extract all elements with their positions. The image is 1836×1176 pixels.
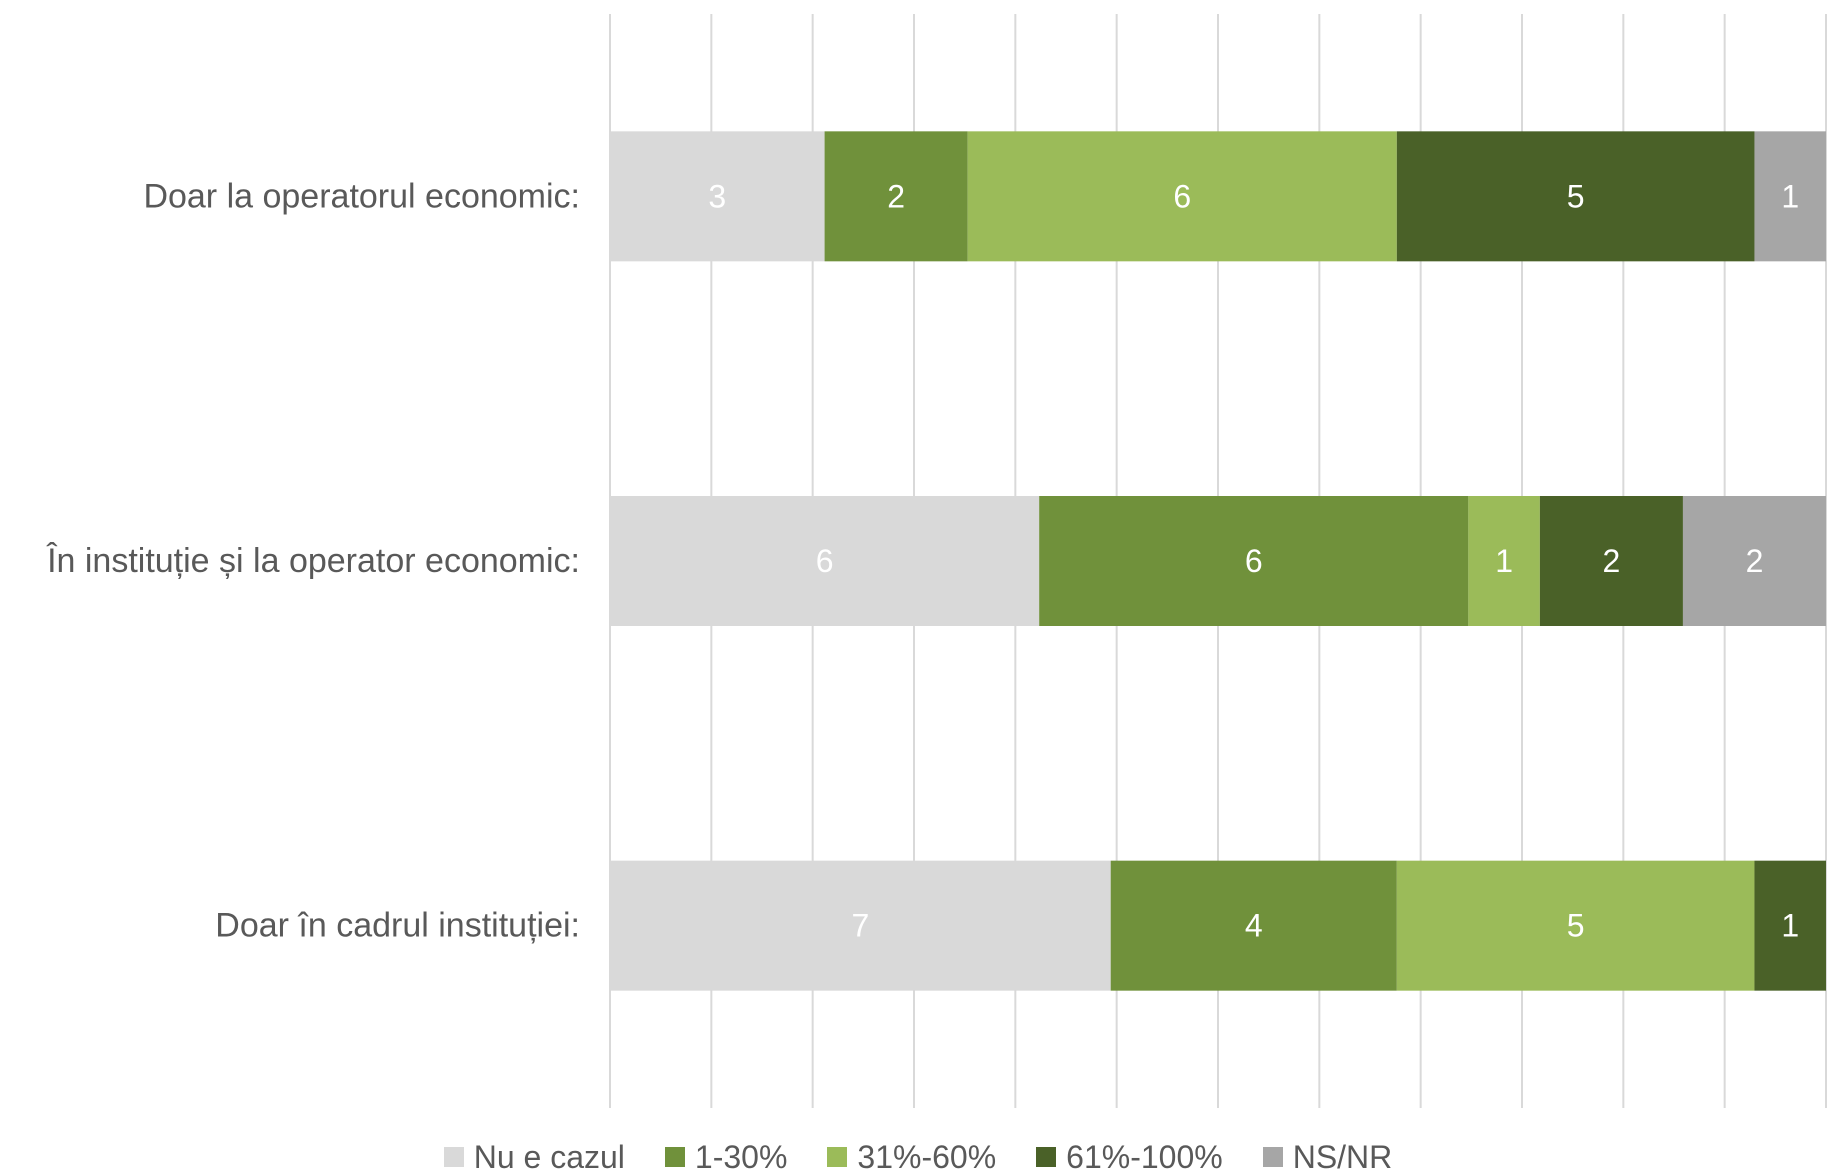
- bar-segment: [1039, 496, 1469, 626]
- legend-label: 1-30%: [694, 1138, 788, 1175]
- data-label: 2: [887, 178, 905, 214]
- data-label: 6: [1245, 543, 1263, 579]
- legend-item: Nu e cazul: [443, 1138, 625, 1176]
- data-label: 3: [708, 178, 726, 214]
- legend-swatch: [1036, 1147, 1057, 1167]
- bar-segment: [1110, 860, 1397, 991]
- data-label: 2: [1746, 543, 1764, 579]
- legend-label: 61%-100%: [1066, 1138, 1223, 1175]
- legend-swatch: [664, 1147, 685, 1167]
- data-label: 5: [1567, 908, 1585, 944]
- data-label: 6: [816, 543, 834, 579]
- legend-swatch: [443, 1147, 464, 1167]
- legend-swatch: [1262, 1147, 1283, 1167]
- category-label: Doar la operatorul economic:: [143, 177, 580, 215]
- data-label: 7: [851, 908, 869, 944]
- legend-item: 1-30%: [664, 1138, 788, 1176]
- data-label: 0: [1829, 908, 1836, 944]
- stacked-bar-chart: 326516612274510 Doar la operatorul econo…: [46, 14, 1836, 1108]
- data-label: 4: [1245, 908, 1263, 944]
- category-label: În instituție și la operator economic:: [46, 542, 580, 580]
- legend-label: Nu e cazul: [473, 1138, 625, 1175]
- legend-item: 31%-60%: [827, 1139, 996, 1176]
- data-labels: 326516612274510: [708, 178, 1836, 943]
- legend: Nu e cazul 1-30% 31%-60% 61%-100% NS/NR: [0, 1138, 1836, 1176]
- bar-segment: [1754, 131, 1826, 262]
- bar-segment: [1468, 496, 1540, 626]
- bar-segment: [610, 860, 1111, 991]
- category-labels: Doar la operatorul economic: În instituți…: [46, 177, 580, 944]
- legend-item: 61%-100%: [1036, 1139, 1223, 1176]
- bar-segment: [967, 131, 1397, 262]
- legend-label: NS/NR: [1292, 1138, 1393, 1175]
- data-label: 1: [1781, 178, 1799, 214]
- legend-label: 31%-60%: [857, 1138, 997, 1175]
- bar-segment: [1682, 496, 1826, 626]
- data-label: 6: [1173, 178, 1191, 214]
- bar-segment: [1539, 496, 1683, 626]
- data-label: 1: [1781, 908, 1799, 944]
- data-label: 2: [1603, 543, 1621, 579]
- legend-item: NS/NR: [1262, 1138, 1393, 1176]
- data-label: 1: [1495, 543, 1513, 579]
- category-label: Doar în cadrul instituției:: [215, 907, 580, 945]
- bar-segment: [824, 131, 968, 262]
- bar-segment: [610, 131, 825, 262]
- bar-segment: [1396, 131, 1755, 262]
- data-label: 5: [1567, 178, 1585, 214]
- legend-swatch: [827, 1147, 848, 1167]
- bar-segment: [1754, 860, 1826, 991]
- bar-segment: [610, 496, 1040, 626]
- bar-segment: [1396, 860, 1755, 991]
- bar-segments: [610, 131, 1826, 991]
